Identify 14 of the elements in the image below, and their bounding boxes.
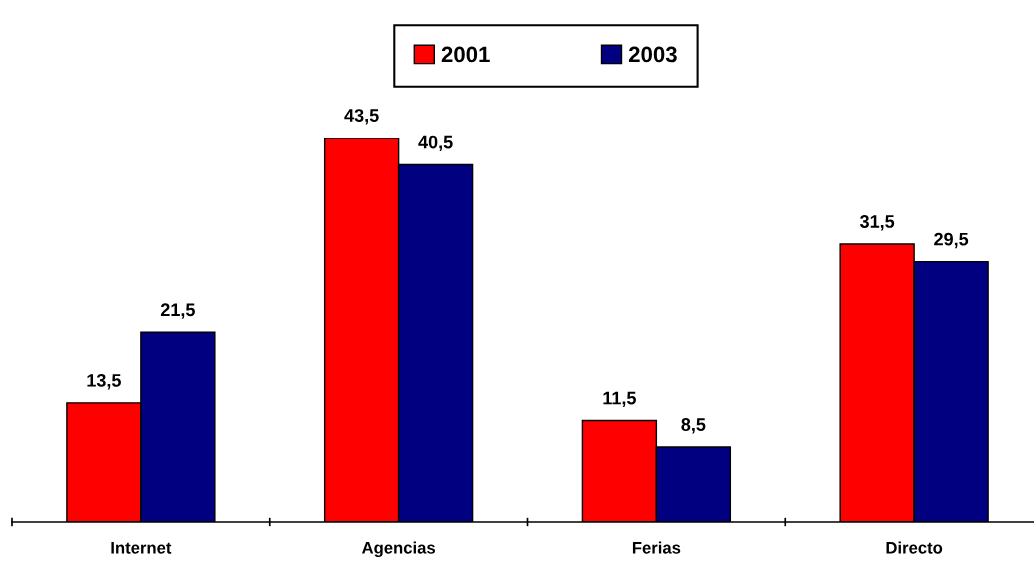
legend-label: 2003 [628,46,677,63]
data-label: 29,5 [934,232,969,249]
x-tick-label: Agencias [361,541,435,558]
data-label: 13,5 [87,373,121,390]
x-tick-label: Directo [886,541,943,554]
data-label: 8,5 [681,418,706,434]
data-label: 40,5 [418,135,453,152]
data-label: 11,5 [603,391,636,408]
data-label: 31,5 [859,215,895,231]
x-tick-label: Internet [111,542,172,554]
x-tick-label: Ferias [632,541,681,554]
legend-label: 2001 [441,46,490,63]
data-label: 43,5 [344,109,379,125]
data-label: 21,5 [160,303,195,319]
